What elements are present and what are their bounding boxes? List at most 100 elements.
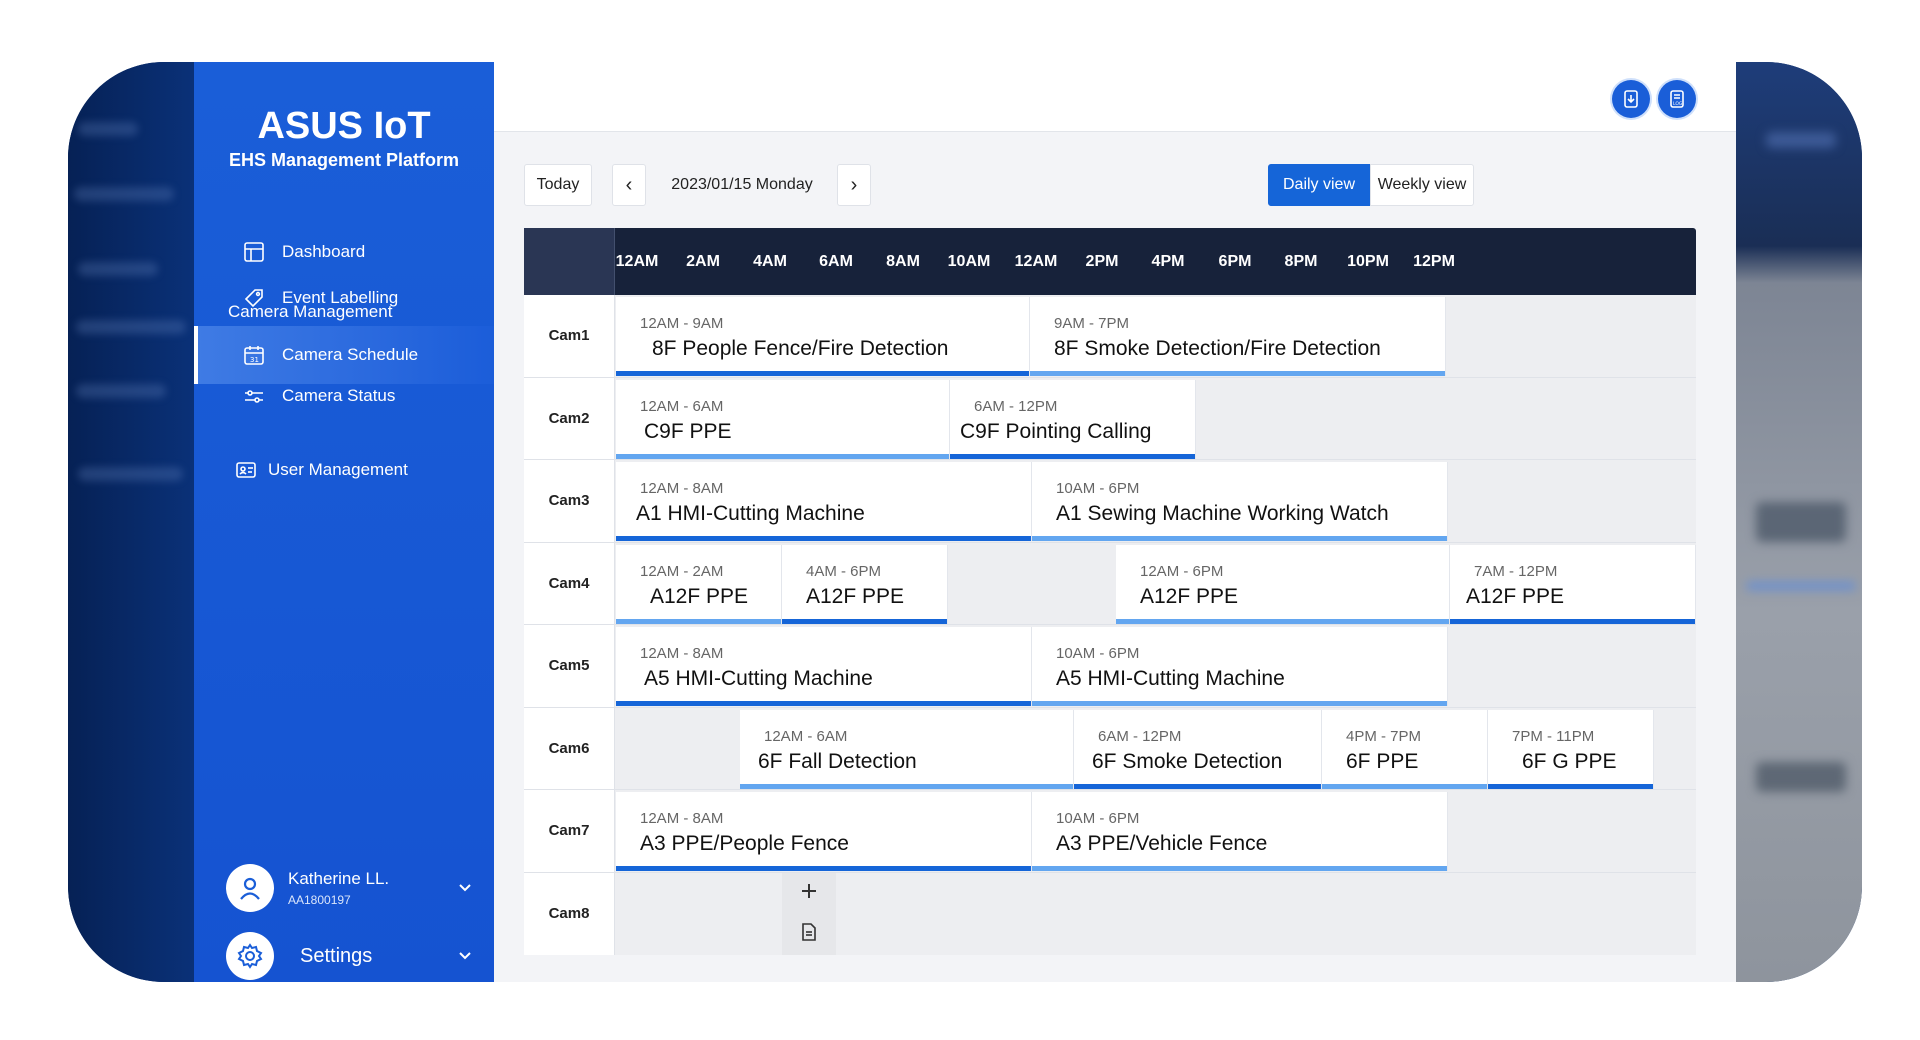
schedule-row-cam8: Cam8 (524, 872, 1696, 955)
prev-day-button[interactable]: ‹ (612, 164, 646, 206)
schedule-event[interactable]: 12AM - 6AM C9F PPE (616, 379, 950, 459)
schedule-row-cam3: Cam3 12AM - 8AM A1 HMI-Cutting Machine 1… (524, 460, 1696, 543)
event-bar (1488, 783, 1653, 789)
hour-label: 10AM (947, 252, 991, 270)
schedule-event[interactable]: 6AM - 12PM C9F Pointing Calling (950, 379, 1196, 459)
sidebar-item-camera-status[interactable]: Camera Status (194, 376, 494, 416)
event-bar (616, 371, 1029, 376)
sidebar-section-camera-management: Camera Management (228, 302, 393, 321)
event-title: 8F Smoke Detection/Fire Detection (1054, 337, 1381, 360)
schedule-event[interactable]: 4PM - 7PM 6F PPE (1322, 709, 1488, 789)
event-title: A12F PPE (1466, 584, 1565, 608)
avatar (226, 864, 274, 912)
hour-label: 4PM (1151, 252, 1185, 270)
event-time: 4AM - 6PM (806, 562, 882, 580)
schedule-row-cam1: Cam1 12AM - 9AM 8F People Fence/Fire Det… (524, 295, 1696, 378)
schedule-event[interactable]: 7AM - 12PM A12F PPE (1450, 544, 1696, 624)
event-bar (1322, 783, 1487, 789)
layout-icon (242, 240, 266, 264)
svg-text:31: 31 (250, 356, 259, 364)
event-time: 12AM - 9AM (640, 315, 724, 332)
schedule-row-cam6: Cam6 12AM - 6AM 6F Fall Detection 6AM - … (524, 707, 1696, 790)
weekly-view-button[interactable]: Weekly view (1370, 164, 1474, 206)
daily-view-button[interactable]: Daily view (1268, 164, 1370, 206)
schedule-event[interactable]: 10AM - 6PM A5 HMI-Cutting Machine (1032, 627, 1448, 706)
schedule-event[interactable]: 12AM - 6PM A12F PPE (1116, 544, 1450, 624)
schedule-event[interactable]: 12AM - 9AM 8F People Fence/Fire Detectio… (616, 297, 1030, 376)
hour-label: 6AM (819, 252, 853, 270)
camera-label: Cam5 (524, 625, 615, 707)
schedule-event[interactable]: 12AM - 6AM 6F Fall Detection (740, 709, 1074, 789)
schedule-event[interactable]: 12AM - 8AM A3 PPE/People Fence (616, 792, 1032, 871)
schedule-event[interactable]: 6AM - 12PM 6F Smoke Detection (1074, 709, 1322, 789)
event-title: A1 Sewing Machine Working Watch (1056, 502, 1389, 525)
hour-label: 4AM (753, 252, 787, 270)
event-time: 12AM - 6AM (640, 397, 724, 415)
event-time: 12AM - 6PM (1140, 562, 1224, 580)
schedule-header: 12AM 2AM 4AM 6AM 8AM 10AM 12AM 2PM 4PM 6… (524, 228, 1696, 295)
hour-label: 2AM (686, 252, 720, 270)
event-bar (1032, 536, 1447, 541)
chevron-down-icon[interactable] (454, 877, 476, 899)
background-app-right (1736, 62, 1862, 982)
camera-label: Cam3 (524, 460, 615, 542)
plus-icon[interactable] (800, 882, 818, 905)
event-bar (616, 536, 1031, 541)
logo: ASUS IoT EHS Management Platform (194, 104, 494, 171)
event-bar (616, 701, 1031, 706)
schedule-row-cam5: Cam5 12AM - 8AM A5 HMI-Cutting Machine 1… (524, 625, 1696, 708)
event-title: A12F PPE (1140, 584, 1239, 608)
id-card-icon (234, 458, 258, 482)
event-bar (1030, 371, 1445, 376)
sidebar-item-label: Camera Schedule (282, 345, 419, 364)
camera-label: Cam8 (524, 872, 615, 955)
schedule-event[interactable]: 10AM - 6PM A3 PPE/Vehicle Fence (1032, 792, 1448, 871)
download-button[interactable] (1612, 80, 1650, 118)
event-bar (1032, 866, 1447, 871)
log-button[interactable]: LOG (1658, 80, 1696, 118)
event-bar (616, 618, 781, 624)
hour-label: 6PM (1218, 252, 1252, 270)
sidebar-item-label: Event Labelling (282, 288, 399, 307)
event-title: A5 HMI-Cutting Machine (644, 667, 873, 690)
event-bar (616, 453, 949, 459)
event-bar (616, 866, 1031, 871)
camera-label: Cam6 (524, 707, 615, 789)
event-time: 6AM - 12PM (974, 397, 1058, 415)
event-time: 12AM - 8AM (640, 645, 724, 662)
today-button[interactable]: Today (524, 164, 592, 206)
event-title: 8F People Fence/Fire Detection (652, 337, 949, 360)
schedule-event[interactable]: 4AM - 6PM A12F PPE (782, 544, 948, 624)
sidebar-item-label: User Management (268, 460, 408, 479)
schedule-event[interactable]: 9AM - 7PM 8F Smoke Detection/Fire Detect… (1030, 297, 1446, 376)
event-bar (950, 453, 1195, 459)
sidebar-item-camera-schedule[interactable]: 31 Camera Schedule (194, 326, 494, 384)
event-time: 6AM - 12PM (1098, 727, 1182, 745)
sidebar-item-dashboard[interactable]: Dashboard (194, 232, 494, 272)
download-icon (1624, 90, 1638, 108)
event-bar (1032, 701, 1447, 706)
schedule-event[interactable]: 12AM - 8AM A1 HMI-Cutting Machine (616, 462, 1032, 541)
settings-label: Settings (300, 944, 373, 967)
sidebar-item-event-labelling[interactable]: Event Labelling (194, 278, 494, 318)
next-day-button[interactable]: › (837, 164, 871, 206)
schedule-event[interactable]: 12AM - 8AM A5 HMI-Cutting Machine (616, 627, 1032, 706)
user-profile[interactable]: Katherine LL. AA1800197 (226, 860, 476, 916)
current-date: 2023/01/15 Monday (671, 176, 813, 193)
schedule-event[interactable]: 12AM - 2AM A12F PPE (616, 544, 782, 624)
document-icon[interactable] (801, 922, 817, 946)
event-title: 6F G PPE (1522, 749, 1617, 773)
event-time: 10AM - 6PM (1056, 480, 1140, 497)
event-time: 12AM - 2AM (640, 562, 724, 580)
event-title: 6F Smoke Detection (1092, 749, 1283, 773)
settings-menu[interactable]: Settings (226, 932, 476, 980)
event-title: A12F PPE (650, 584, 749, 608)
schedule-event[interactable]: 7PM - 11PM 6F G PPE (1488, 709, 1654, 789)
sidebar-item-label: Camera Status (282, 386, 396, 405)
sidebar-item-user-management[interactable]: User Management (194, 450, 494, 490)
schedule-event[interactable]: 10AM - 6PM A1 Sewing Machine Working Wat… (1032, 462, 1448, 541)
event-bar (1074, 783, 1321, 789)
event-title: C9F PPE (644, 419, 732, 443)
schedule-grid: 12AM 2AM 4AM 6AM 8AM 10AM 12AM 2PM 4PM 6… (524, 228, 1696, 955)
chevron-down-icon[interactable] (454, 945, 476, 967)
